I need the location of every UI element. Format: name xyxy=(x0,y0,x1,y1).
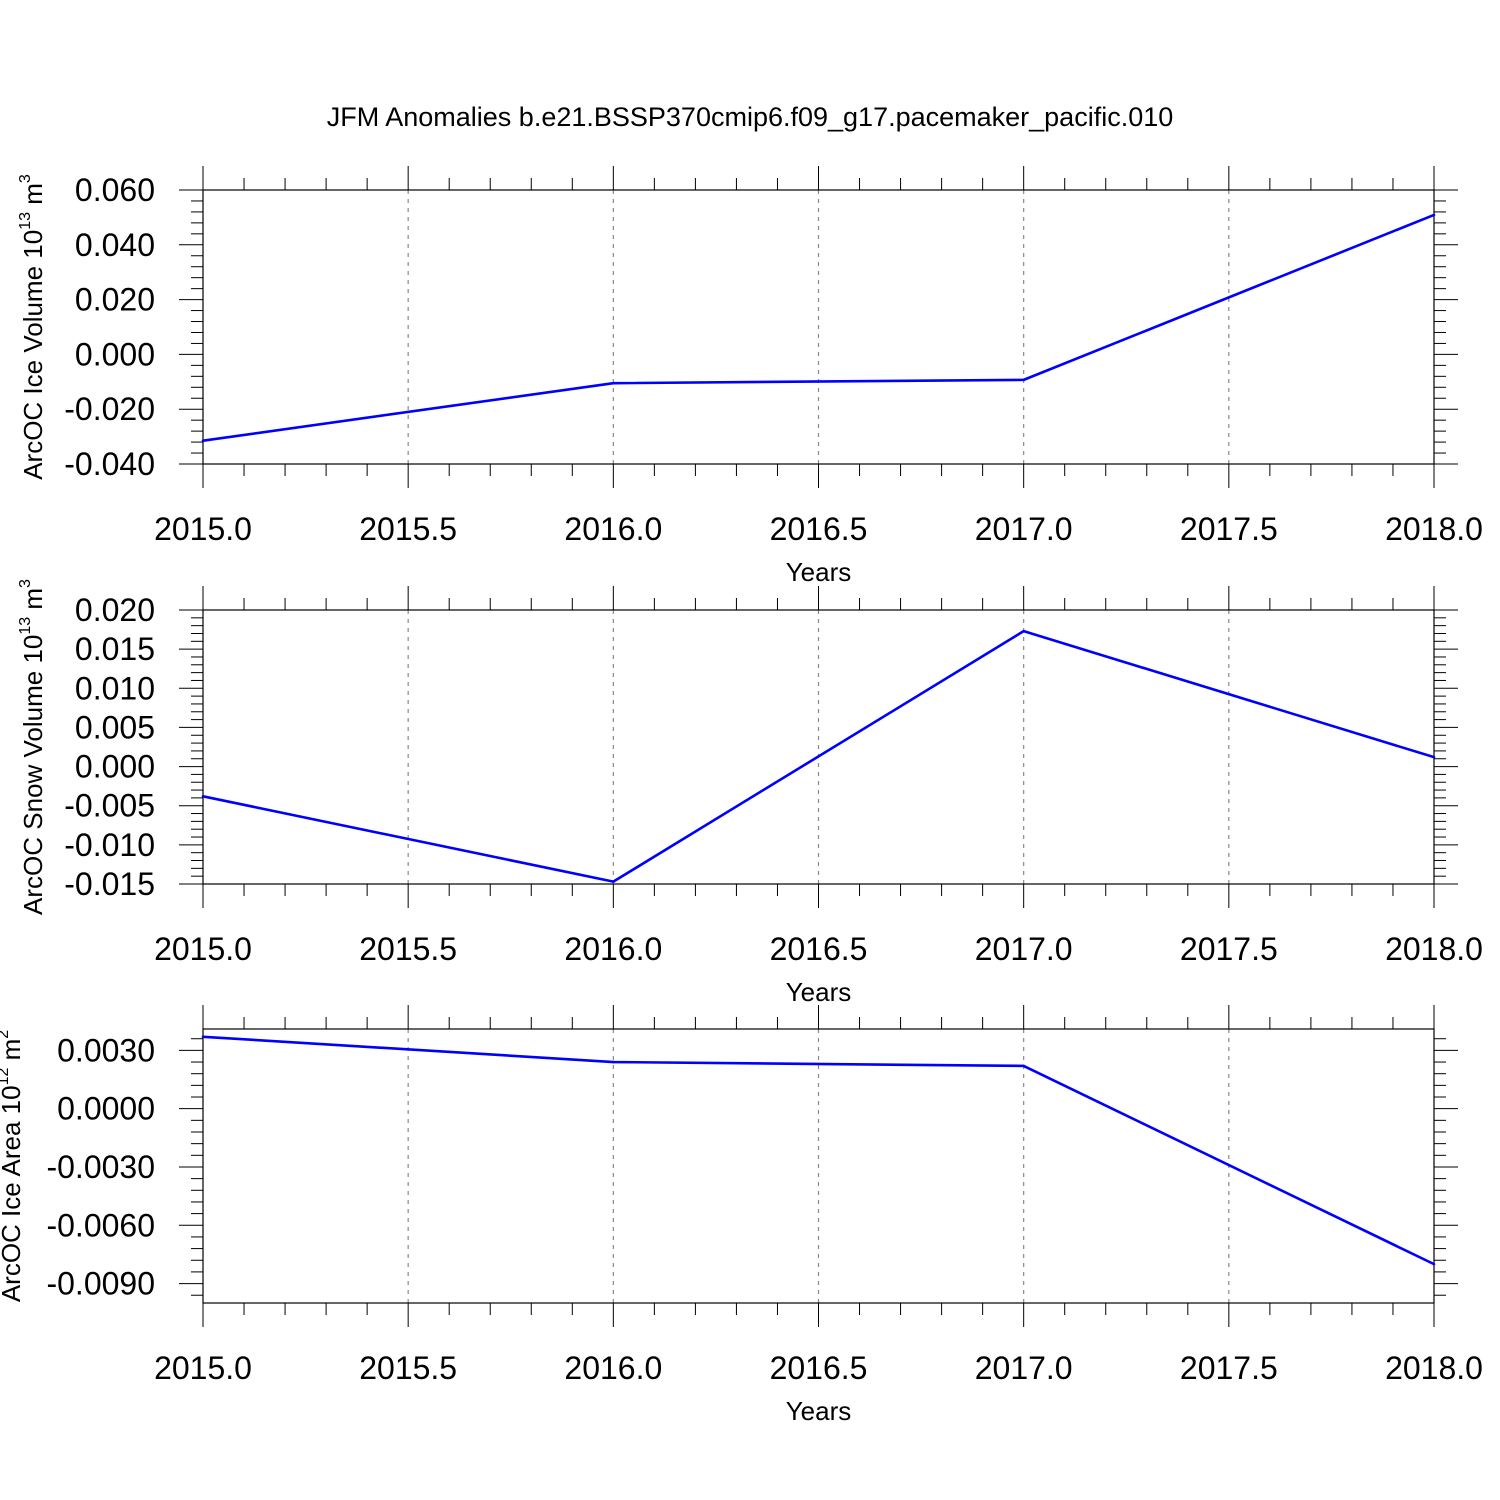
x-tick-label: 2018.0 xyxy=(1385,1350,1483,1386)
data-point xyxy=(1022,378,1025,382)
y-tick-label: -0.0090 xyxy=(46,1266,155,1302)
x-tick-label: 2015.5 xyxy=(359,511,457,547)
data-point xyxy=(201,439,205,443)
x-tick-label: 2017.0 xyxy=(975,931,1073,967)
x-tick-label: 2015.0 xyxy=(154,511,252,547)
plot-frame xyxy=(202,1028,1435,1304)
x-tick-label: 2017.0 xyxy=(975,1350,1073,1386)
x-tick-label: 2016.0 xyxy=(564,931,662,967)
data-point xyxy=(1022,629,1025,633)
y-axis-title-text: ArcOC Ice Volume 10 xyxy=(18,230,48,480)
series-line-1 xyxy=(202,213,1435,442)
y-tick-label: -0.040 xyxy=(64,446,155,482)
data-point xyxy=(201,1035,205,1039)
y-tick-label: -0.015 xyxy=(64,866,155,902)
y-tick-label: 0.0030 xyxy=(57,1032,155,1068)
data-point xyxy=(201,795,205,798)
plot-frame xyxy=(202,609,1435,885)
y-tick-label: 0.000 xyxy=(75,336,155,372)
y-axis-title-unit: m xyxy=(18,588,48,617)
x-tick-label: 2018.0 xyxy=(1385,931,1483,967)
x-tick-label: 2016.0 xyxy=(564,511,662,547)
x-tick-label: 2016.5 xyxy=(770,511,868,547)
x-tick-label: 2015.5 xyxy=(359,1350,457,1386)
series-line-1 xyxy=(202,1035,1435,1266)
data-point xyxy=(612,381,615,385)
x-tick-label: 2016.5 xyxy=(770,1350,868,1386)
y-tick-label: 0.015 xyxy=(75,631,155,667)
figure-title: JFM Anomalies b.e21.BSSP370cmip6.f09_g17… xyxy=(327,102,1174,132)
x-tick-label: 2018.0 xyxy=(1385,511,1483,547)
y-tick-label: -0.020 xyxy=(64,391,155,427)
y-axis-title-text: ArcOC Snow Volume 10 xyxy=(18,635,48,915)
x-tick-label: 2016.0 xyxy=(564,1350,662,1386)
y-axis-title-unit-exponent: 2 xyxy=(0,1030,12,1039)
y-axis-title-unit-exponent: 3 xyxy=(17,174,34,183)
y-tick-label: -0.010 xyxy=(64,827,155,863)
data-point xyxy=(1432,1262,1436,1266)
x-tick-label: 2015.5 xyxy=(359,931,457,967)
y-axis-title: ArcOC Snow Volume 1013 m3 xyxy=(17,579,48,915)
plot-frame xyxy=(202,189,1435,465)
data-point xyxy=(1432,213,1436,217)
y-axis-title-exponent: 13 xyxy=(17,617,34,635)
chart-panels: 2015.0 2015.5 2016.0 2016.5 2017.0 2017.5 2018… xyxy=(0,166,1483,1426)
x-tick-label: 2017.5 xyxy=(1180,511,1278,547)
y-axis-title: ArcOC Ice Volume 1013 m3 xyxy=(17,174,48,480)
series-line-1 xyxy=(202,629,1435,883)
chart-panel-1: 2015.0 2015.5 2016.0 2016.5 2017.0 2017.5 2018… xyxy=(17,166,1483,587)
y-axis-title-unit-exponent: 3 xyxy=(17,579,34,588)
y-tick-label: 0.060 xyxy=(75,172,155,208)
x-tick-label: 2017.5 xyxy=(1180,931,1278,967)
x-axis-title: Years xyxy=(786,977,852,1007)
x-axis-title: Years xyxy=(786,557,852,587)
x-tick-label: 2015.0 xyxy=(154,931,252,967)
chart-panel-3: 2015.0 2015.5 2016.0 2016.5 2017.0 2017.5 2018… xyxy=(0,1005,1483,1426)
data-point xyxy=(612,1060,615,1064)
data-point xyxy=(612,880,615,883)
y-tick-label: 0.005 xyxy=(75,709,155,745)
x-tick-label: 2017.5 xyxy=(1180,1350,1278,1386)
y-axis-title-unit: m xyxy=(0,1039,26,1068)
y-axis-title: ArcOC Ice Area 1012 m2 xyxy=(0,1030,26,1302)
y-tick-label: -0.0030 xyxy=(46,1149,155,1185)
y-tick-label: 0.0000 xyxy=(57,1091,155,1127)
x-tick-label: 2015.0 xyxy=(154,1350,252,1386)
y-tick-label: -0.005 xyxy=(64,788,155,824)
y-tick-label: 0.010 xyxy=(75,670,155,706)
chart-panel-2: 2015.0 2015.5 2016.0 2016.5 2017.0 2017.5 2018… xyxy=(17,579,1483,1007)
y-tick-label: 0.040 xyxy=(75,227,155,263)
y-tick-label: 0.020 xyxy=(75,592,155,628)
x-axis-title: Years xyxy=(786,1396,852,1426)
y-axis-title-exponent: 13 xyxy=(17,212,34,230)
y-tick-label: -0.0060 xyxy=(46,1207,155,1243)
data-point xyxy=(1432,755,1436,759)
y-tick-label: 0.020 xyxy=(75,282,155,318)
x-tick-label: 2017.0 xyxy=(975,511,1073,547)
y-tick-label: 0.000 xyxy=(75,749,155,785)
x-tick-label: 2016.5 xyxy=(770,931,868,967)
y-axis-title-text: ArcOC Ice Area 10 xyxy=(0,1085,26,1302)
y-axis-title-exponent: 12 xyxy=(0,1068,12,1086)
data-point xyxy=(1022,1064,1025,1068)
y-axis-title-unit: m xyxy=(18,183,48,212)
